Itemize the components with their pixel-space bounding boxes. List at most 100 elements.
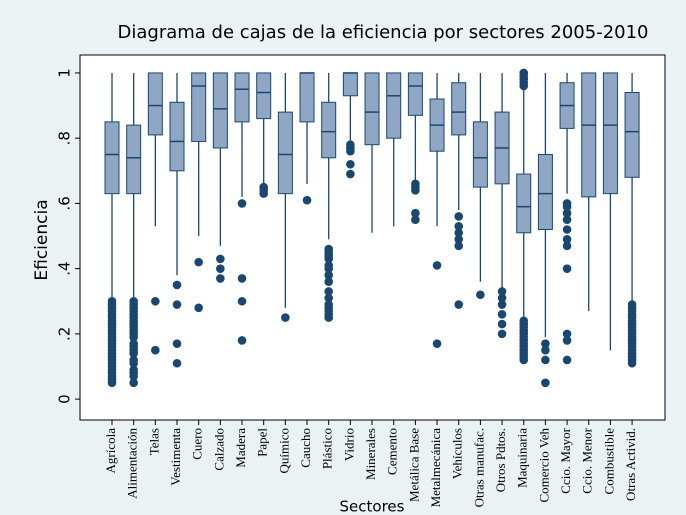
outlier <box>237 336 247 345</box>
box <box>407 72 423 116</box>
outlier <box>562 208 572 218</box>
outlier <box>216 254 225 264</box>
x-tick-label: Ccio. Mayor <box>558 427 573 493</box>
outlier <box>129 358 138 368</box>
outlier <box>562 202 572 211</box>
outlier <box>497 300 507 309</box>
outlier <box>151 296 160 306</box>
outlier <box>324 293 334 303</box>
outlier <box>454 212 464 221</box>
outlier <box>172 280 182 290</box>
outlier <box>237 199 247 208</box>
outlier <box>497 329 507 339</box>
outlier <box>324 287 334 296</box>
outlier <box>411 186 420 195</box>
outlier <box>216 264 225 273</box>
outlier <box>541 355 550 365</box>
outlier <box>172 358 182 368</box>
box <box>386 72 402 139</box>
box <box>624 92 640 178</box>
box <box>212 72 228 149</box>
y-axis-label: Eficiencia <box>32 199 52 280</box>
x-tick-label: Otras Activid. <box>623 428 638 501</box>
x-tick-label: Minerales <box>363 428 378 480</box>
outlier <box>129 371 138 381</box>
outlier <box>237 296 247 306</box>
x-tick-label: Maquinaria <box>515 428 530 488</box>
outlier <box>324 277 334 286</box>
box <box>364 72 380 146</box>
box <box>234 72 250 123</box>
outlier <box>627 358 637 368</box>
outlier <box>107 378 117 388</box>
outlier <box>562 329 572 339</box>
outlier <box>454 221 464 231</box>
x-tick-label: Agrícola <box>103 428 118 474</box>
outlier <box>346 169 355 179</box>
outlier <box>476 290 485 300</box>
box <box>277 111 293 195</box>
box <box>299 72 315 123</box>
outlier <box>324 270 334 280</box>
x-tick-label: Combustible <box>601 428 616 495</box>
box <box>147 72 163 136</box>
box <box>472 121 488 188</box>
x-tick-label: Telas <box>146 428 161 455</box>
x-tick-label: Comercio Veh <box>536 428 551 503</box>
outlier <box>562 355 572 365</box>
outlier <box>194 303 203 313</box>
outlier <box>324 254 334 264</box>
x-tick-label: Vehículos <box>450 428 465 479</box>
outlier <box>454 234 464 244</box>
box <box>516 173 532 234</box>
outlier <box>411 208 420 218</box>
outlier <box>497 310 507 319</box>
outlier <box>454 241 464 251</box>
x-tick-label: Cuero <box>190 428 205 460</box>
box <box>191 72 207 142</box>
y-tick-label: 1 <box>56 68 74 78</box>
y-tick-label: .2 <box>56 327 74 341</box>
outlier <box>346 146 355 156</box>
x-tick-label: Químico <box>276 428 291 474</box>
outlier <box>216 274 225 283</box>
outlier <box>541 339 550 348</box>
box <box>126 124 142 195</box>
box <box>537 153 553 231</box>
outlier <box>302 195 312 205</box>
outlier <box>432 261 442 270</box>
x-axis-label: Sectores <box>340 498 405 515</box>
outlier <box>562 336 572 345</box>
outlier <box>129 332 138 342</box>
outlier <box>497 287 507 296</box>
outlier <box>454 228 464 238</box>
outlier <box>172 300 182 309</box>
box <box>321 101 337 159</box>
outlier <box>454 300 464 309</box>
y-tick-label: 0 <box>56 394 74 404</box>
box <box>342 72 358 97</box>
x-tick-label: Metálica Base <box>406 428 421 502</box>
outlier <box>151 345 160 355</box>
outlier <box>411 215 420 225</box>
outlier <box>562 225 572 234</box>
box <box>104 121 120 195</box>
outlier <box>237 274 247 283</box>
outlier <box>562 215 572 225</box>
outlier <box>519 81 529 91</box>
x-tick-label: Plástico <box>320 428 335 469</box>
outlier <box>562 241 572 251</box>
box <box>256 72 272 120</box>
outlier <box>259 189 268 198</box>
outlier <box>562 264 572 273</box>
x-tick-label: Otras manufac. <box>471 428 486 507</box>
x-tick-label: Alimentación <box>125 428 140 499</box>
x-tick-label: Otros Pdtos. <box>493 428 508 492</box>
x-tick-label: Metalmecánica <box>428 428 443 508</box>
outlier <box>129 378 138 388</box>
outlier <box>432 339 442 348</box>
outlier <box>562 234 572 244</box>
box <box>169 101 185 172</box>
outlier <box>497 319 507 329</box>
